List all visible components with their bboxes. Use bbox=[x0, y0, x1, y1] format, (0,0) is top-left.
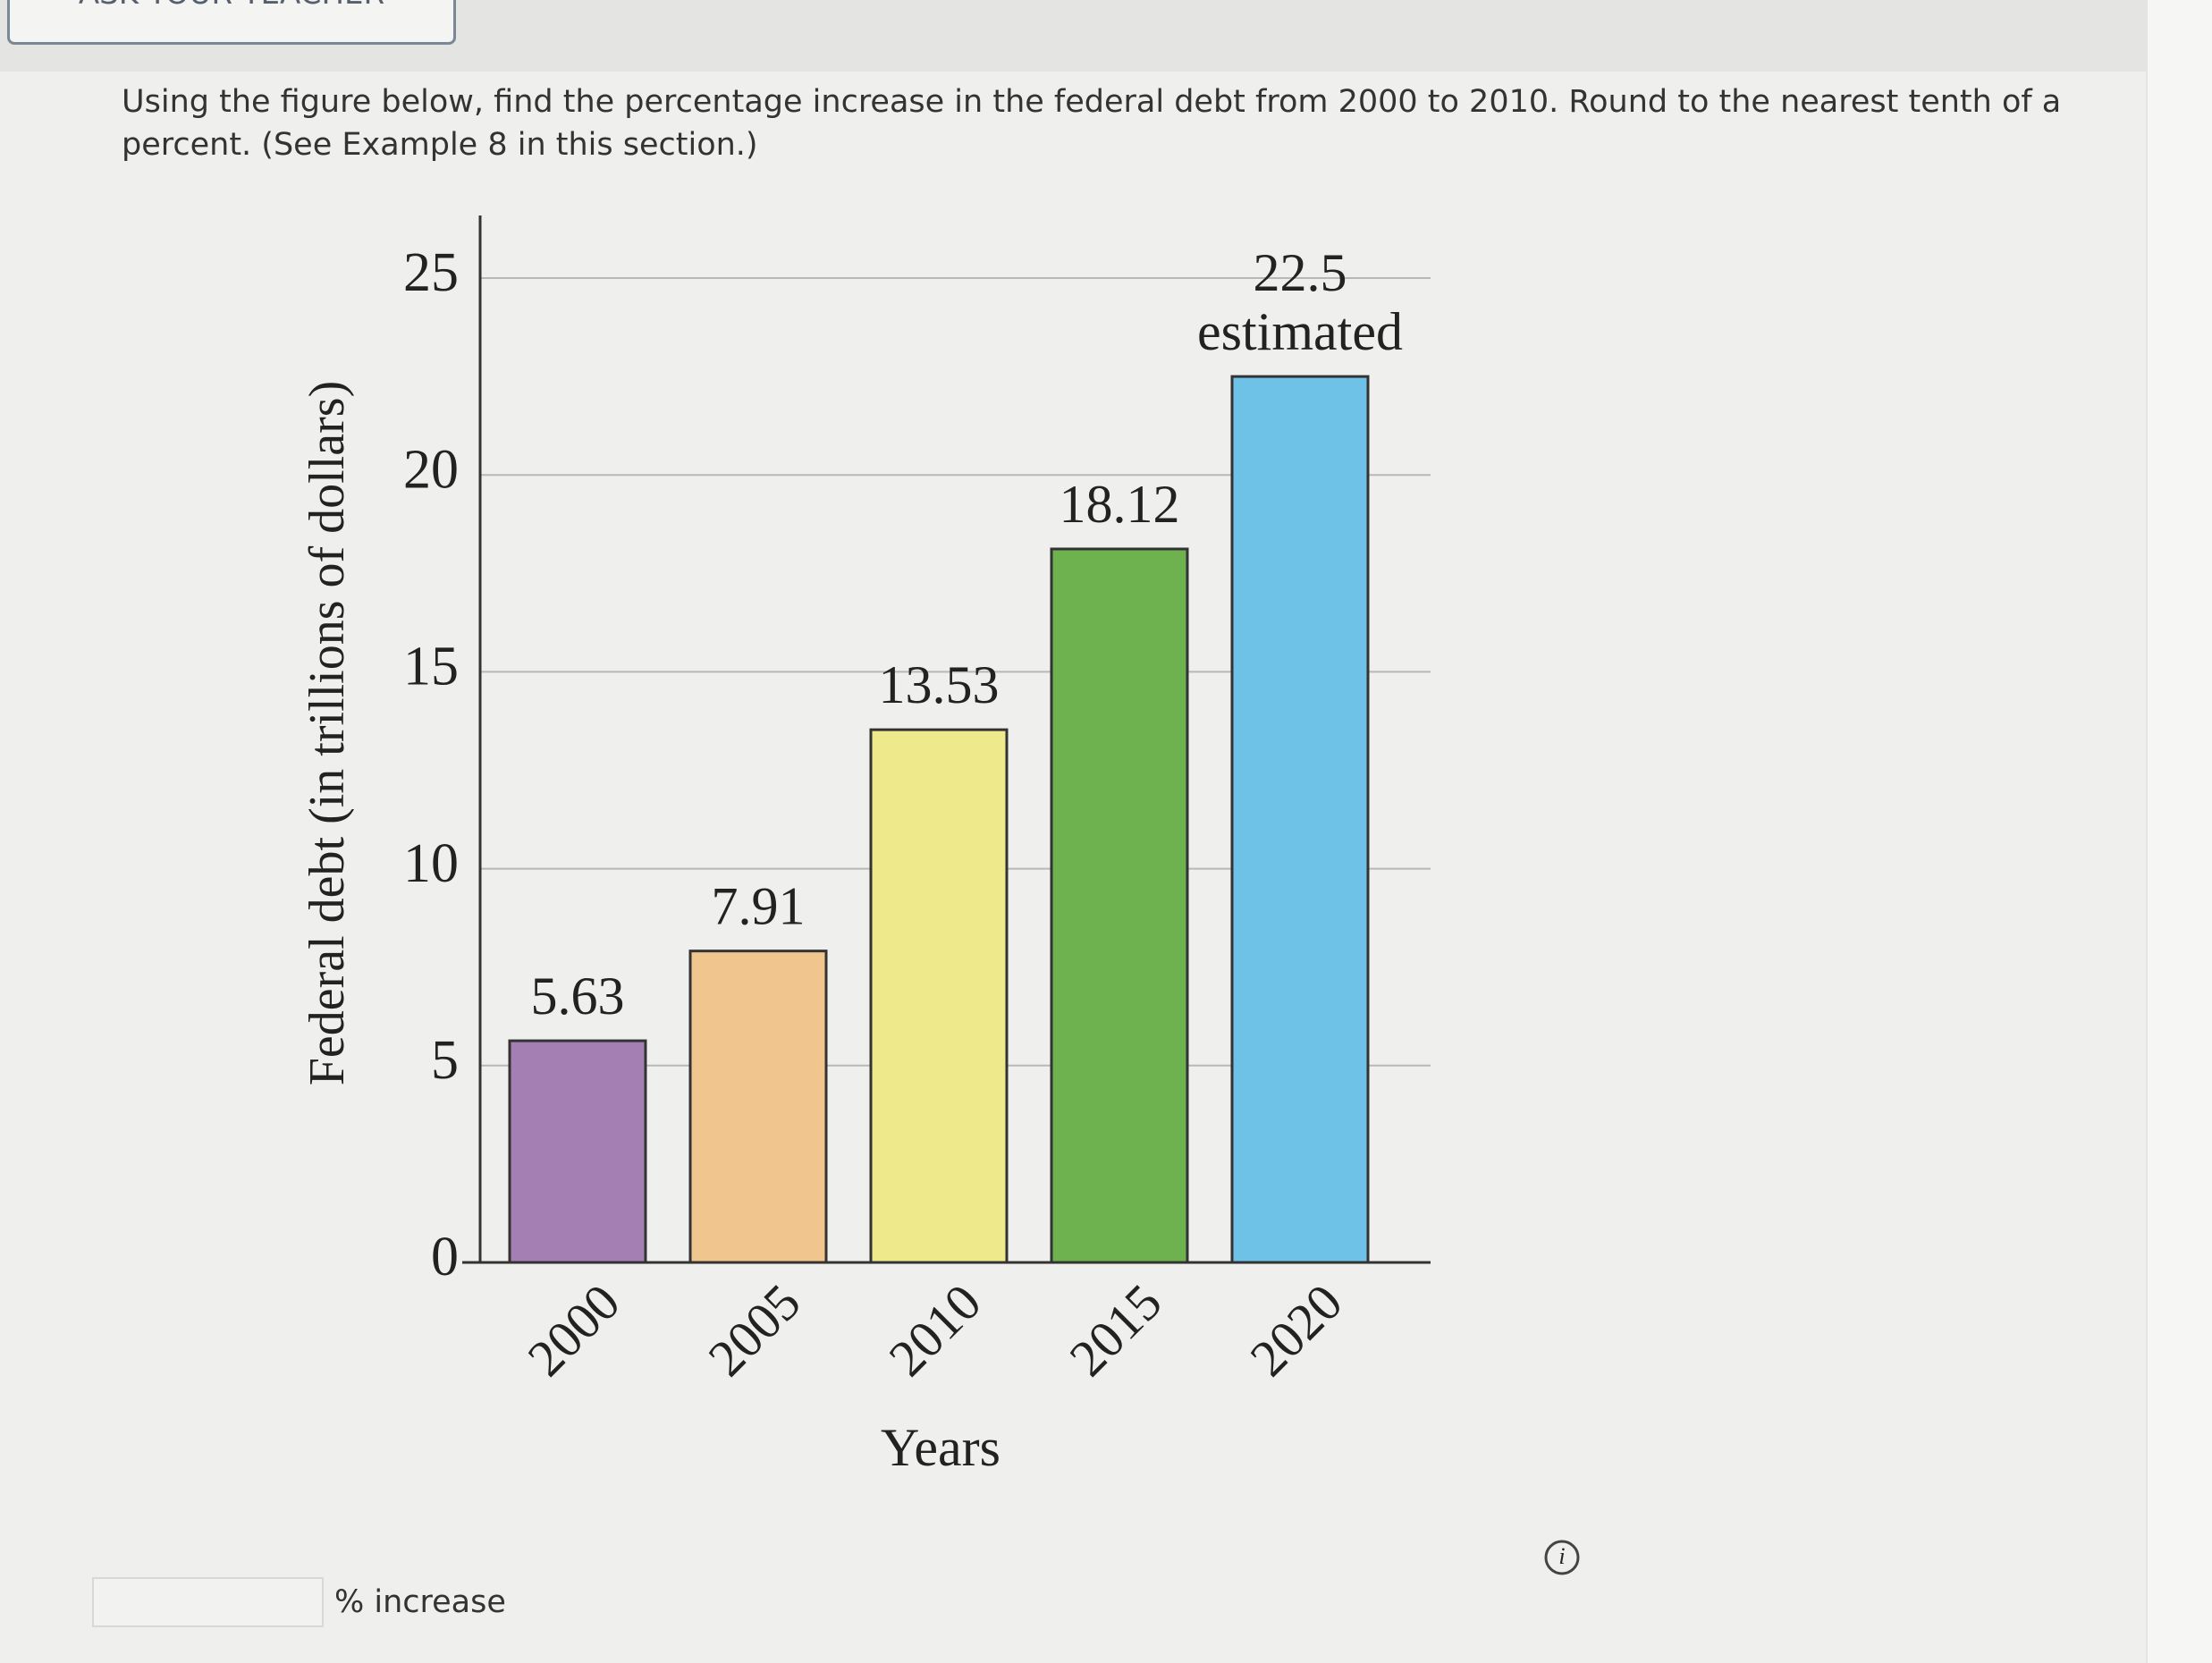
bar bbox=[1230, 375, 1370, 1264]
y-tick-label: 5 bbox=[431, 1030, 459, 1091]
value-label: 5.63 bbox=[531, 967, 625, 1026]
bar bbox=[508, 1039, 647, 1264]
bar bbox=[688, 950, 828, 1264]
value-label: 18.12 bbox=[1060, 475, 1180, 534]
info-icon[interactable] bbox=[1544, 1540, 1580, 1575]
x-tick-label: 2010 bbox=[878, 1273, 992, 1388]
y-axis-title: Federal debt (in trillions of dollars) bbox=[300, 381, 355, 1085]
answer-input[interactable] bbox=[92, 1577, 324, 1627]
y-tick-label: 20 bbox=[403, 439, 459, 500]
ask-teacher-button[interactable]: ASK YOUR TEACHER bbox=[7, 0, 456, 45]
y-tick-label: 0 bbox=[431, 1227, 459, 1287]
y-tick-label: 25 bbox=[403, 242, 459, 303]
annotation: estimated bbox=[1197, 302, 1403, 361]
x-axis-title: Years bbox=[881, 1418, 1000, 1477]
bar bbox=[869, 728, 1009, 1264]
y-tick-label: 15 bbox=[403, 637, 459, 697]
x-tick-label: 2005 bbox=[697, 1273, 812, 1388]
value-label: 22.5 bbox=[1254, 243, 1347, 302]
question: Using the figure below, find the percent… bbox=[122, 84, 2062, 163]
y-tick-label: 10 bbox=[403, 833, 459, 894]
info-icon-glyph: i bbox=[1558, 1543, 1565, 1569]
value-label: 7.91 bbox=[712, 876, 806, 935]
bar bbox=[1050, 547, 1189, 1264]
x-tick-label: 2020 bbox=[1239, 1273, 1354, 1388]
answer-suffix: % increase bbox=[334, 1584, 506, 1620]
x-tick-label: 2015 bbox=[1059, 1273, 1173, 1388]
x-tick-label: 2000 bbox=[517, 1273, 631, 1388]
sidebar bbox=[2148, 0, 2212, 1663]
value-label: 13.53 bbox=[879, 655, 1000, 714]
